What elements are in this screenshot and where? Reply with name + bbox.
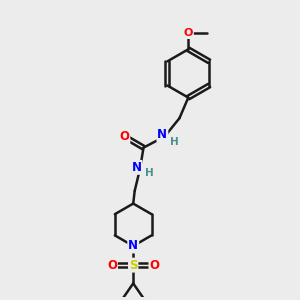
Text: O: O xyxy=(119,130,129,143)
Text: H: H xyxy=(170,137,178,147)
Text: N: N xyxy=(128,239,138,253)
Text: N: N xyxy=(158,128,167,141)
Text: O: O xyxy=(149,259,159,272)
Text: H: H xyxy=(145,168,154,178)
Text: O: O xyxy=(107,259,117,272)
Text: S: S xyxy=(129,259,137,272)
Text: N: N xyxy=(131,161,142,174)
Text: O: O xyxy=(184,28,193,38)
